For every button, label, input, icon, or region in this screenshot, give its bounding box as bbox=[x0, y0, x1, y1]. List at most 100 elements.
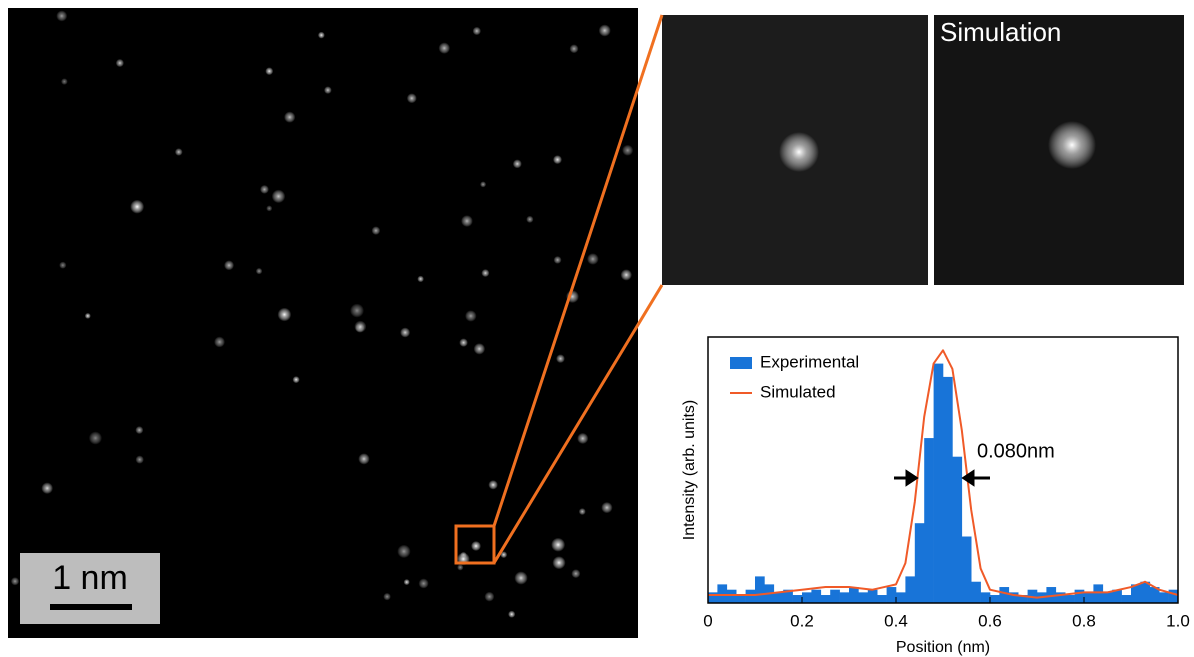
atom-spot bbox=[601, 502, 612, 513]
atom-spot bbox=[552, 556, 565, 569]
atom-spot bbox=[214, 337, 225, 348]
histogram-bar bbox=[999, 587, 1009, 603]
atom-spot bbox=[41, 482, 53, 494]
atom-spot bbox=[278, 308, 292, 322]
atom-spot bbox=[284, 112, 295, 123]
atom-spot bbox=[599, 24, 611, 36]
atom-spot bbox=[136, 455, 144, 463]
atom-spot bbox=[404, 579, 410, 585]
histogram-bar bbox=[877, 595, 887, 603]
atom-spot bbox=[465, 310, 477, 322]
histogram-bar bbox=[717, 584, 727, 603]
histogram-bar bbox=[1140, 582, 1150, 603]
atom-spot bbox=[417, 276, 424, 283]
histogram-bar bbox=[971, 582, 981, 603]
histogram-bar bbox=[934, 364, 944, 603]
histogram-bar bbox=[821, 595, 831, 603]
histogram-bar bbox=[1084, 592, 1094, 603]
x-tick-label: 0.8 bbox=[1072, 611, 1096, 630]
arrow bbox=[894, 472, 916, 484]
atom-spot bbox=[513, 159, 522, 168]
atom-spot bbox=[556, 354, 565, 363]
atom-spot bbox=[622, 145, 633, 156]
atom-spot bbox=[480, 181, 486, 187]
histogram-bar bbox=[1093, 584, 1103, 603]
histogram-bar bbox=[1159, 592, 1169, 603]
atom-spot bbox=[130, 200, 144, 214]
x-tick-label: 0.6 bbox=[978, 611, 1002, 630]
x-tick-label: 0 bbox=[703, 611, 712, 630]
atom-spot bbox=[508, 611, 515, 618]
histogram-bar bbox=[962, 537, 972, 604]
atom-spot bbox=[439, 42, 450, 53]
histogram-bar bbox=[830, 590, 840, 603]
histogram-bar bbox=[868, 590, 878, 603]
x-axis-label: Position (nm) bbox=[896, 639, 990, 656]
histogram-bar bbox=[774, 592, 784, 603]
atom-spot bbox=[175, 148, 183, 156]
x-tick-label: 1.0 bbox=[1166, 611, 1190, 630]
panel-label: Simulation bbox=[940, 17, 1061, 47]
x-tick-label: 0.2 bbox=[790, 611, 814, 630]
atom-spot bbox=[260, 185, 269, 194]
atom-spot bbox=[400, 327, 410, 337]
histogram-bar bbox=[1103, 592, 1113, 603]
atom-spot bbox=[358, 453, 369, 464]
atom-spot bbox=[577, 433, 588, 444]
atom-spot bbox=[350, 304, 364, 318]
histogram-bar bbox=[887, 587, 897, 603]
atom-spot bbox=[461, 215, 473, 227]
histogram-bar bbox=[990, 595, 1000, 603]
histogram-bar bbox=[858, 592, 868, 603]
atom-spot bbox=[224, 260, 234, 270]
atom-spot bbox=[265, 67, 273, 75]
atom-spot bbox=[135, 426, 143, 434]
atom-spot bbox=[293, 376, 300, 383]
legend-swatch bbox=[730, 357, 752, 369]
atom-spot bbox=[383, 593, 391, 601]
figure: Simulation 1 nm 00.20.40.60.81.0Position… bbox=[0, 0, 1194, 657]
atom-spot bbox=[407, 93, 417, 103]
histogram-bar bbox=[708, 592, 718, 603]
histogram-bar bbox=[905, 576, 915, 603]
atom-spot bbox=[272, 190, 285, 203]
atom-spot bbox=[459, 338, 468, 347]
atom-spot bbox=[514, 571, 527, 584]
histogram-bar bbox=[849, 587, 859, 603]
scale-bar-label: 1 nm bbox=[52, 559, 128, 597]
histogram-bar bbox=[1122, 595, 1132, 603]
atom-spot bbox=[474, 343, 485, 354]
atom-spot bbox=[324, 86, 332, 94]
scale-bar bbox=[50, 604, 132, 610]
histogram-bar bbox=[943, 377, 953, 603]
histogram-bar bbox=[755, 576, 765, 603]
atom-spot bbox=[571, 569, 580, 578]
atom-spot bbox=[85, 313, 91, 319]
atom-spot bbox=[11, 577, 19, 585]
atom-spot bbox=[354, 321, 366, 333]
atom-spot bbox=[471, 541, 481, 551]
zoom-spot bbox=[779, 132, 819, 172]
atom-spot bbox=[554, 256, 562, 264]
histogram-bar bbox=[924, 438, 934, 603]
atom-spot bbox=[551, 538, 565, 552]
atom-spot bbox=[526, 216, 533, 223]
atom-spot bbox=[116, 59, 124, 67]
histogram-bar bbox=[840, 592, 850, 603]
atom-spot bbox=[481, 269, 489, 277]
histogram-bar bbox=[802, 592, 812, 603]
atom-spot bbox=[621, 269, 632, 280]
annotation: 0.080nm bbox=[977, 440, 1055, 462]
atom-spot bbox=[570, 44, 579, 53]
histogram-bar bbox=[1169, 590, 1179, 603]
atom-spot bbox=[553, 155, 562, 164]
histogram-bar bbox=[952, 457, 962, 603]
histogram-bar bbox=[811, 590, 821, 603]
histogram-bar bbox=[727, 590, 737, 603]
atom-spot bbox=[397, 545, 410, 558]
histogram-bar bbox=[1065, 595, 1075, 603]
y-axis-label: Intensity (arb. units) bbox=[681, 400, 698, 541]
histogram-bar bbox=[793, 595, 803, 603]
atom-spot bbox=[318, 32, 325, 39]
